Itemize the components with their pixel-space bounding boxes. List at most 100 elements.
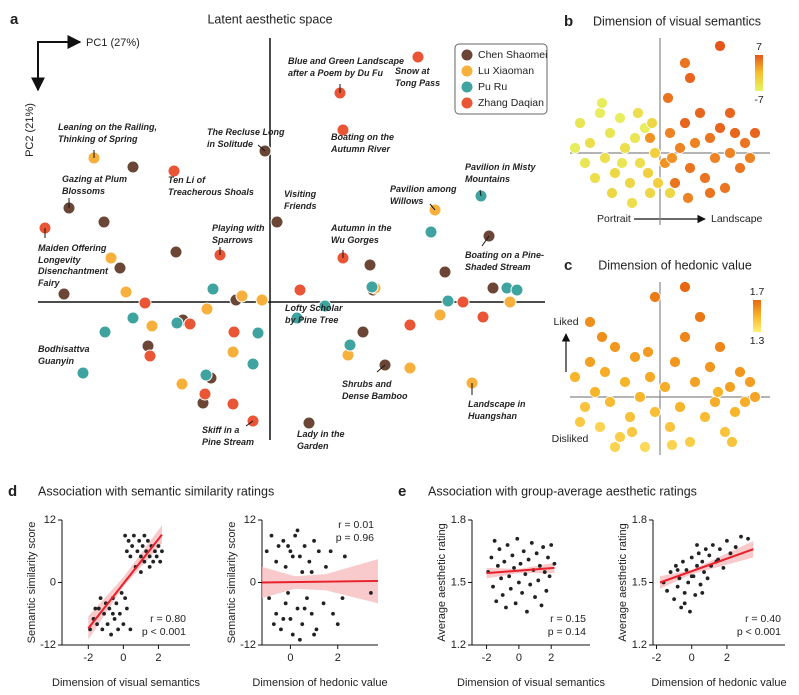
data-point (626, 197, 638, 209)
label-leader (257, 144, 266, 152)
y-axis-label-bottom: Disliked (552, 433, 589, 445)
data-point (629, 132, 641, 144)
point-label: Snow at Tong Pass (395, 66, 440, 88)
data-point (552, 561, 557, 566)
data-point (267, 596, 272, 601)
panel-title: Association with group-average aesthetic… (428, 484, 697, 498)
point-label: Lofty Scholar by Pine Tree (285, 303, 345, 325)
label-leader (481, 235, 490, 247)
data-point (719, 182, 731, 194)
y-tick-label: 1.5 (451, 576, 466, 588)
data-point (606, 187, 618, 199)
data-point (510, 283, 524, 297)
data-point (619, 376, 631, 388)
legend-label: Lu Xiaoman (478, 65, 534, 77)
data-point (343, 338, 357, 352)
data-point (167, 164, 181, 178)
data-point (169, 245, 183, 259)
data-point (368, 591, 373, 595)
data-point (604, 396, 616, 408)
colorbar-tick-label: 1.7 (750, 286, 765, 298)
data-point (300, 570, 305, 574)
data-point (286, 544, 290, 548)
data-point (689, 574, 694, 579)
data-point (300, 622, 305, 627)
data-point (634, 391, 646, 403)
data-point (456, 295, 470, 309)
data-point (569, 142, 581, 154)
data-point (717, 547, 722, 552)
data-point (525, 609, 529, 614)
data-point (523, 572, 528, 577)
panel-title: Association with semantic similarity rat… (38, 484, 274, 498)
data-point (746, 536, 750, 541)
data-point (235, 289, 249, 303)
fit-line (261, 579, 379, 584)
x-tick-label: 0 (120, 652, 126, 664)
data-point (714, 341, 726, 353)
data-point (609, 441, 621, 453)
data-point (295, 528, 300, 533)
point-label: Playing with Sparrows (212, 223, 267, 245)
stat-annotation: p < 0.001 (737, 626, 781, 638)
data-point (614, 431, 626, 443)
data-point (492, 538, 497, 543)
x-tick-label: 0 (516, 652, 522, 664)
data-point (499, 576, 503, 581)
data-point (682, 192, 694, 204)
data-point (528, 582, 533, 587)
data-point (724, 107, 736, 119)
data-point (119, 285, 133, 299)
data-point (293, 533, 298, 538)
data-point (321, 601, 326, 606)
data-point (693, 593, 698, 597)
data-point (632, 107, 644, 119)
panel-letter: c (564, 257, 572, 274)
data-point (674, 401, 686, 413)
data-point (714, 40, 726, 52)
data-point (642, 167, 654, 179)
data-point (290, 554, 295, 559)
data-point (251, 326, 265, 340)
data-point (116, 627, 121, 632)
point-label: Gazing at Plum Blossoms (62, 174, 130, 196)
data-point (324, 564, 328, 569)
data-point (694, 311, 706, 323)
data-point (704, 187, 716, 199)
data-point (668, 570, 673, 574)
data-point (616, 157, 628, 169)
data-point (666, 152, 678, 164)
data-point (198, 387, 212, 401)
data-point (677, 576, 682, 581)
data-point (504, 605, 508, 610)
data-point (707, 553, 712, 558)
data-point (684, 72, 696, 84)
x-tick-label: 2 (335, 652, 341, 664)
panel-title: Dimension of visual semantics (593, 14, 761, 28)
data-point (704, 361, 716, 373)
x-tick-label: 0 (689, 652, 695, 664)
data-point (609, 167, 621, 179)
data-point (728, 551, 733, 556)
data-point (126, 538, 131, 543)
data-point (649, 147, 661, 159)
data-point (666, 439, 678, 451)
data-point (734, 162, 746, 174)
data-point (246, 357, 260, 371)
data-point (642, 346, 654, 358)
data-point (293, 283, 307, 297)
panel-letter: a (10, 11, 19, 28)
point-label: Disenchantment Fairy (38, 266, 111, 288)
legend-marker (460, 80, 474, 94)
panel-letter: e (398, 483, 406, 500)
data-point (679, 281, 691, 293)
data-point (503, 295, 517, 309)
data-point (686, 580, 691, 585)
data-point (105, 622, 110, 627)
data-point (744, 376, 756, 388)
data-point (307, 559, 312, 564)
data-point (151, 559, 156, 564)
data-point (139, 570, 143, 574)
data-point (584, 316, 596, 328)
